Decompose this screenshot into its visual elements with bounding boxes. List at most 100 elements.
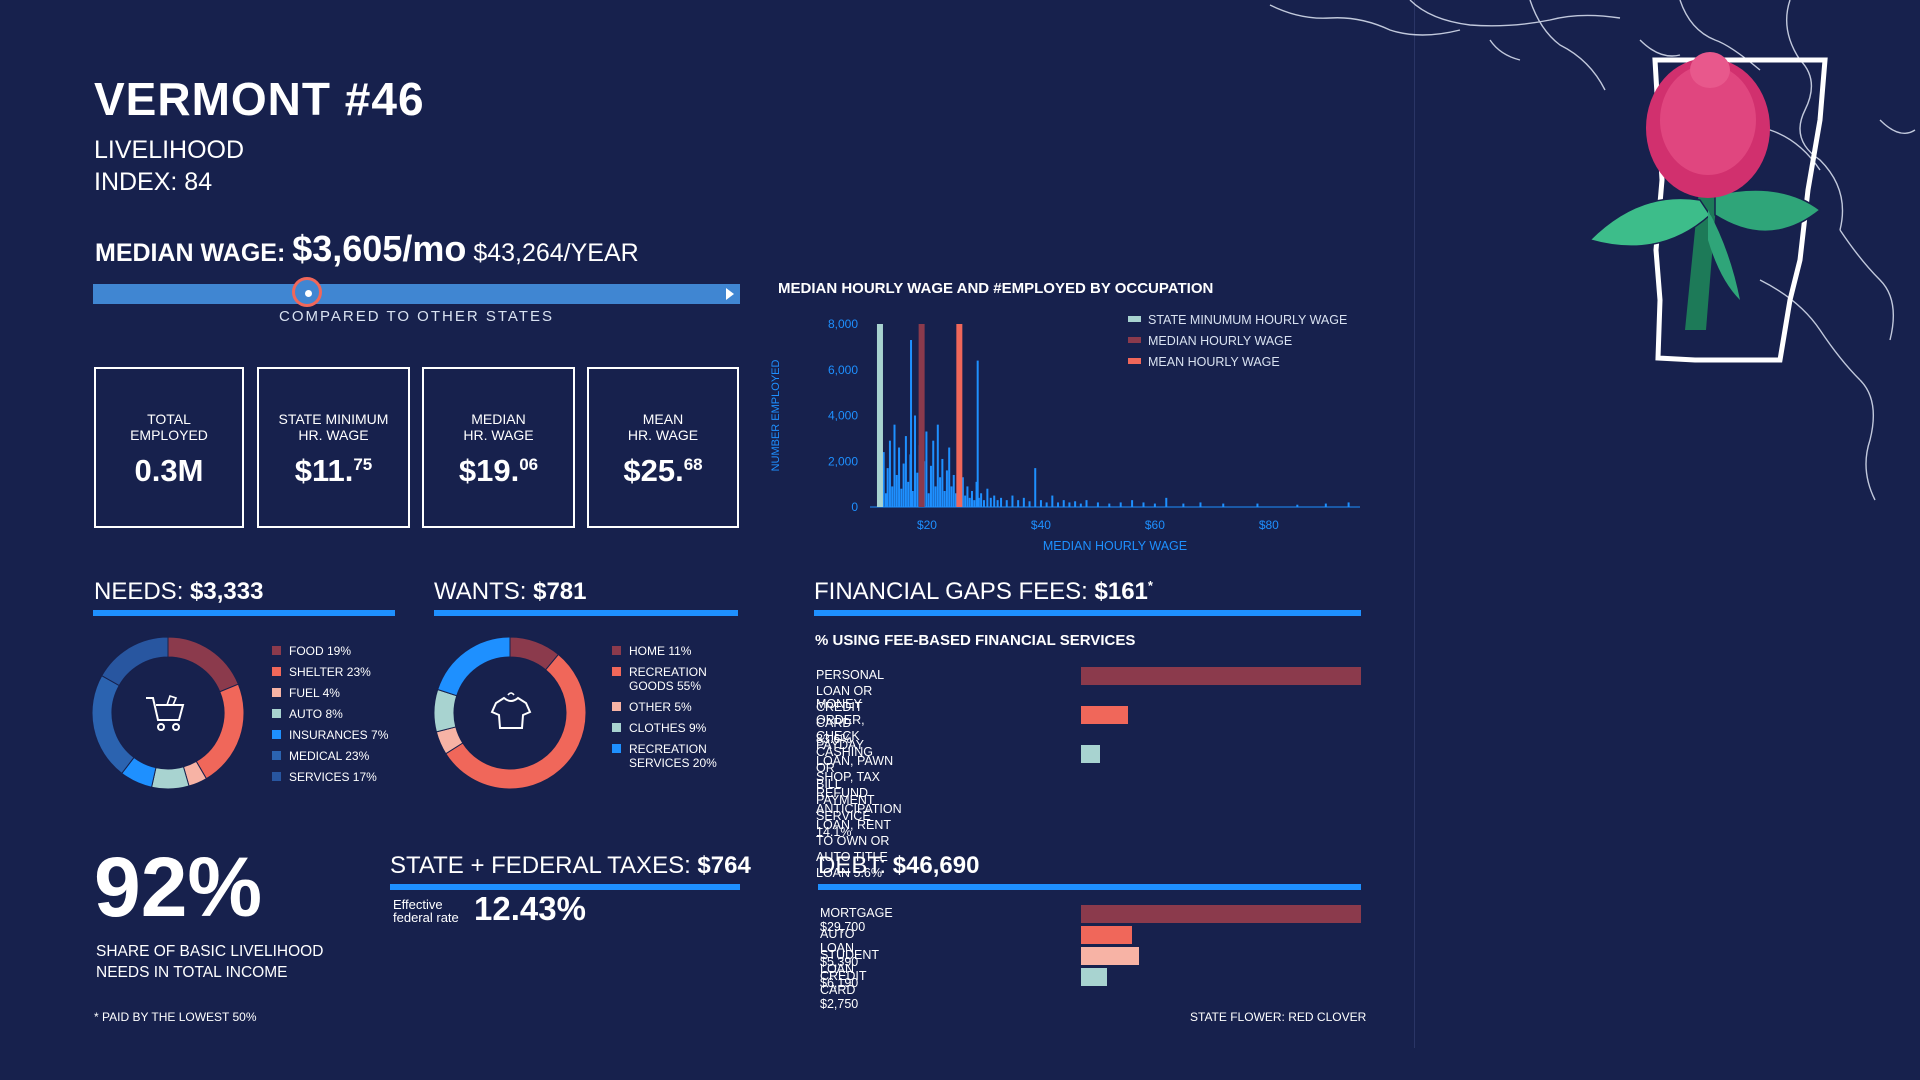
chart-bar <box>989 497 992 507</box>
donut-slice <box>434 688 458 733</box>
median-wage-yearly: $43,264/YEAR <box>473 239 639 267</box>
donut-slice <box>150 766 190 789</box>
chart-bar <box>964 495 967 507</box>
chart-bar <box>1296 504 1299 507</box>
fee-service-bar <box>1081 706 1129 724</box>
fees-heading: FINANCIAL GAPS FEES: $161* <box>814 578 1153 606</box>
chart-bar <box>980 493 983 507</box>
donut-slice <box>101 637 169 687</box>
wage-employment-chart: 0 2,000 4,000 6,000 8,000 $20 $40 $60 $80 MEDIAN … <box>770 313 1360 553</box>
chart-bar <box>1017 500 1020 507</box>
state-comparison-bar <box>93 277 740 307</box>
debt-item-label: MORTGAGE $29,700 <box>820 906 893 934</box>
kpi-total-employed: TOTAL EMPLOYED 0.3M <box>94 367 244 528</box>
share-line-2: NEEDS IN TOTAL INCOME <box>96 964 288 981</box>
chart-bar <box>884 493 887 507</box>
chart-bar <box>961 477 964 507</box>
fees-asterisk: * <box>1147 578 1153 593</box>
wants-heading: WANTS: $781 <box>434 578 587 606</box>
median-wage-line: MEDIAN WAGE: $3,605/mo $43,264/YEAR <box>95 228 639 270</box>
legend-label: MEDIAN HOURLY WAGE <box>1148 334 1292 348</box>
chart-bar <box>902 463 905 507</box>
legend-label: INSURANCES 7% <box>289 728 389 742</box>
legend-swatch <box>272 772 281 781</box>
chart-bar <box>1062 500 1065 507</box>
kpi-value: $19.06 <box>458 453 539 488</box>
chart-bar <box>970 490 973 507</box>
fees-amount: $161 <box>1094 578 1148 605</box>
chart-bar <box>932 440 935 507</box>
legend-swatch <box>612 744 621 753</box>
state-flower-caption: STATE FLOWER: RED CLOVER <box>1190 1010 1367 1024</box>
legend-label: OTHER 5% <box>629 700 692 714</box>
chart-bar <box>945 470 948 507</box>
median-wage-monthly: $3,605/mo <box>292 228 467 269</box>
median-wage-label: MEDIAN WAGE: <box>95 239 286 267</box>
needs-rule <box>93 610 395 616</box>
chart-bar <box>941 458 944 507</box>
tax-rate-label: Effective federal rate <box>393 897 459 925</box>
chart-bar <box>888 440 891 507</box>
legend-label: RECREATION GOODS 55% <box>629 665 707 693</box>
chart-bar <box>968 497 971 507</box>
tax-rate-value: 12.43% <box>474 890 586 927</box>
chart-bar <box>1324 503 1327 507</box>
legend-swatch <box>272 730 281 739</box>
legend-label: AUTO 8% <box>289 707 343 721</box>
chart-bar <box>1199 502 1202 507</box>
legend-swatch <box>272 667 281 676</box>
chart-bar <box>936 424 939 507</box>
kpi-label: MEDIAN HR. WAGE <box>463 411 534 443</box>
chart-bar <box>986 488 989 507</box>
vermont-outline <box>1652 57 1828 363</box>
taxes-rule <box>390 884 740 890</box>
wants-amount: $781 <box>533 578 587 605</box>
chart-bar <box>973 500 976 507</box>
comparison-note: COMPARED TO OTHER STATES <box>279 308 554 325</box>
x-tick-label: $60 <box>1145 518 1165 532</box>
chart-bar <box>1022 497 1025 507</box>
wants-label: WANTS: <box>434 578 527 605</box>
reference-line <box>918 324 925 507</box>
legend-label: CLOTHES 9% <box>629 721 707 735</box>
share-line-1: SHARE OF BASIC LIVELIHOOD <box>96 943 324 960</box>
chart-bar <box>1142 502 1145 507</box>
fee-service-bar <box>1081 667 1361 685</box>
wants-rule <box>434 610 738 616</box>
donut-slice <box>195 683 244 780</box>
chart-bar <box>929 465 932 507</box>
x-tick-label: $40 <box>1031 518 1051 532</box>
debt-amount: $46,690 <box>892 852 980 879</box>
chart-bar <box>1005 500 1008 507</box>
chart-bar <box>1057 502 1060 507</box>
chart-bar <box>1119 502 1122 507</box>
chart-bar <box>1347 502 1350 507</box>
share-value: 92% <box>94 840 263 934</box>
share-description: SHARE OF BASIC LIVELIHOOD NEEDS IN TOTAL… <box>96 941 323 983</box>
chart-bar <box>1096 502 1099 507</box>
chart-bar <box>1051 495 1054 507</box>
fees-label: FINANCIAL GAPS FEES: <box>814 578 1088 605</box>
page-title: VERMONT #46 <box>94 73 425 125</box>
chart-bar <box>916 472 919 507</box>
wants-legend: HOME 11% RECREATION GOODS 55% OTHER 5% CLOTH… <box>612 644 742 794</box>
chart-bar <box>1256 503 1259 507</box>
legend-swatch <box>1128 358 1141 364</box>
y-tick-label: 8,000 <box>828 317 858 331</box>
legend-swatch <box>272 646 281 655</box>
fee-service-label: PERSONAL LOAN OR CREDIT CARD 83.6% <box>816 668 884 746</box>
debt-label: DEBT: <box>818 852 887 879</box>
debt-item-label: CREDIT CARD $2,750 <box>820 969 867 1011</box>
red-clover-flower <box>1588 52 1822 330</box>
chart-bar <box>882 452 885 507</box>
chart-bar <box>1079 503 1082 507</box>
debt-item-bar <box>1081 968 1107 986</box>
legend-label: FOOD 19% <box>289 644 352 658</box>
needs-label: NEEDS: <box>94 578 184 605</box>
chart-bar <box>1131 500 1134 507</box>
x-axis-label: MEDIAN HOURLY WAGE <box>1043 539 1187 553</box>
kpi-mean-wage: MEAN HR. WAGE $25.68 <box>587 367 739 528</box>
debt-item-bar <box>1081 947 1140 965</box>
chart-bar <box>934 486 937 507</box>
donut-slice <box>92 675 135 775</box>
